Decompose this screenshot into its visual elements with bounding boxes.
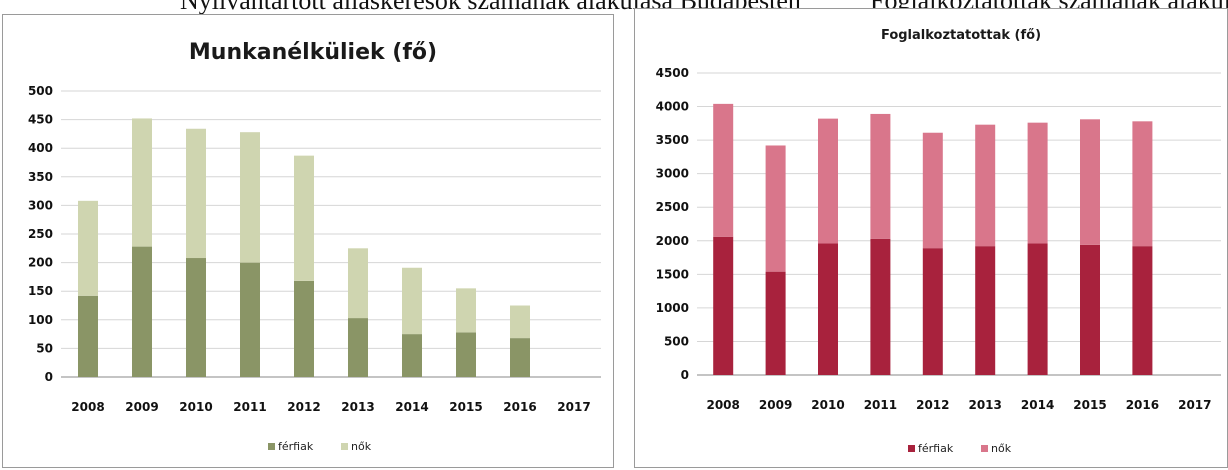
bar-férfiak-2014 [402,334,422,377]
bar-nők-2009 [765,145,786,272]
bar-férfiak-2015 [1080,244,1100,375]
bar-nők-2010 [186,128,206,259]
x-tick-label: 2009 [125,400,158,414]
x-tick-label: 2012 [287,400,320,414]
bar-férfiak-2009 [765,271,786,375]
bar-nők-2009 [132,118,152,247]
y-tick-label: 100 [28,313,53,327]
y-tick-label: 500 [28,84,53,98]
employed-chart: Foglalkoztatottak (fő) 0 500 1000 1500 2000 25… [656,28,1221,455]
y-tick-label: 500 [664,334,689,348]
x-tick-label: 2013 [968,398,1001,412]
x-tick-label: 2011 [864,398,897,412]
legend-label: férfiak [918,442,954,455]
y-tick-label: 150 [28,284,53,298]
bar-férfiak-2010 [818,243,838,375]
y-tick-label: 450 [28,113,53,127]
bar-férfiak-2011 [240,262,260,377]
y-tick-label: 2000 [656,234,689,248]
bar-nők-2010 [818,118,838,244]
x-tick-label: 2008 [71,400,104,414]
bar-nők-2008 [713,103,734,237]
bar-férfiak-2013 [975,246,996,375]
bar-nők-2014 [1027,122,1048,244]
bar-férfiak-2012 [922,248,943,375]
y-tick-label: 250 [28,227,53,241]
y-tick-label: 200 [28,256,53,270]
employed-chart-panel: Foglalkoztatottak (fő) 0 500 1000 1500 2000 25… [634,8,1228,468]
bar-nők-2011 [870,113,891,239]
y-tick-label: 4500 [656,66,689,80]
bar-férfiak-2009 [132,246,152,377]
bar-nők-2013 [348,248,368,319]
x-tick-label: 2015 [1073,398,1106,412]
legend-label: nők [991,442,1012,455]
x-tick-label: 2015 [449,400,482,414]
x-tick-label: 2011 [233,400,266,414]
bar-férfiak-2008 [78,295,98,377]
legend-swatch [341,443,348,450]
legend-swatch [981,445,988,452]
x-tick-label: 2017 [1178,398,1211,412]
y-tick-label: 3500 [656,133,689,147]
bar-férfiak-2013 [348,318,368,377]
y-tick-label: 3000 [656,167,689,181]
bar-nők-2011 [240,132,260,263]
bar-nők-2014 [402,267,422,335]
x-tick-label: 2014 [395,400,428,414]
x-tick-label: 2010 [811,398,844,412]
bar-férfiak-2015 [456,332,476,377]
legend-label: nők [351,440,372,453]
x-tick-label: 2016 [503,400,536,414]
bar-nők-2012 [922,132,943,249]
bar-nők-2008 [78,200,98,296]
bar-férfiak-2010 [186,258,206,377]
bar-nők-2016 [1132,121,1153,247]
y-tick-label: 0 [45,370,53,384]
y-tick-label: 1500 [656,267,689,281]
y-tick-label: 4000 [656,100,689,114]
y-tick-label: 300 [28,198,53,212]
x-tick-label: 2010 [179,400,212,414]
x-tick-label: 2008 [706,398,739,412]
legend-swatch [268,443,275,450]
x-tick-label: 2014 [1021,398,1054,412]
chart-title: Foglalkoztatottak (fő) [881,28,1041,43]
x-tick-label: 2016 [1126,398,1159,412]
bar-nők-2015 [456,288,476,333]
y-tick-label: 1000 [656,301,689,315]
bar-férfiak-2014 [1027,243,1048,375]
x-tick-label: 2012 [916,398,949,412]
unemployed-chart-panel: Munkanélküliek (fő) 0 50 100 150 200 250 300 350… [2,14,614,468]
bar-férfiak-2016 [1132,246,1153,375]
y-tick-label: 350 [28,170,53,184]
bar-nők-2012 [294,155,314,281]
bar-férfiak-2012 [294,280,314,377]
bar-nők-2013 [975,124,996,247]
chart-title: Munkanélküliek (fő) [189,40,437,65]
y-tick-label: 400 [28,141,53,155]
bar-nők-2016 [510,305,530,339]
y-tick-label: 0 [681,368,689,382]
x-tick-label: 2017 [557,400,590,414]
bar-férfiak-2008 [713,236,734,375]
legend-swatch [908,445,915,452]
unemployed-chart: Munkanélküliek (fő) 0 50 100 150 200 250 300 350… [28,40,601,453]
y-tick-label: 2500 [656,200,689,214]
x-tick-label: 2009 [759,398,792,412]
legend-label: férfiak [278,440,314,453]
x-tick-label: 2013 [341,400,374,414]
y-tick-label: 50 [36,341,53,355]
bar-nők-2015 [1080,119,1100,245]
bar-férfiak-2016 [510,338,530,377]
bar-férfiak-2011 [870,238,891,375]
